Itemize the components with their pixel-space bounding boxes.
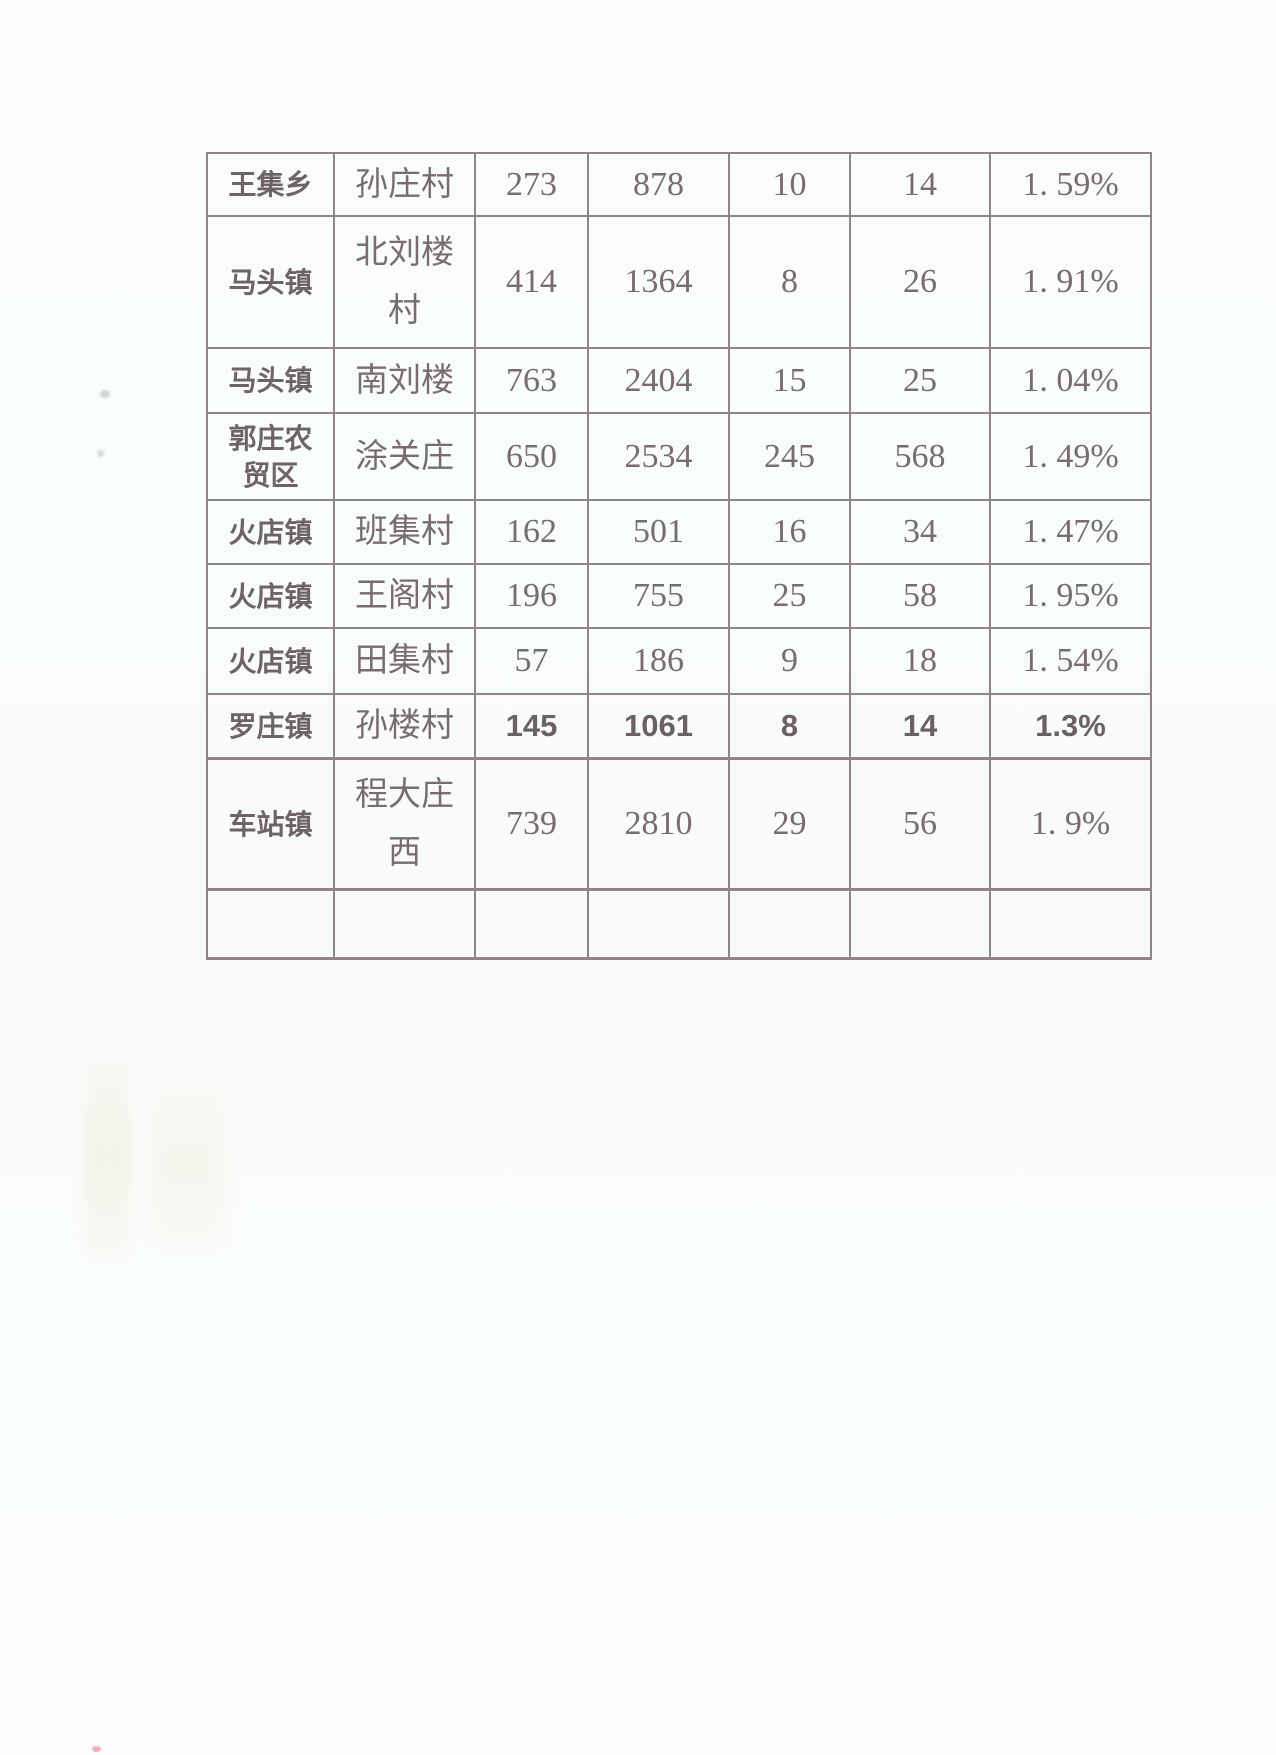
value-cell <box>474 888 589 960</box>
scan-artifact <box>97 450 104 457</box>
value-cell: 26 <box>849 215 991 349</box>
value-cell: 10 <box>728 152 851 217</box>
value-cell: 763 <box>474 347 589 414</box>
value-cell: 414 <box>474 215 589 349</box>
value-cell: 273 <box>474 152 589 217</box>
value-cell: 29 <box>728 757 851 891</box>
value-cell <box>587 888 730 960</box>
value-cell: 739 <box>474 757 589 891</box>
value-cell: 568 <box>849 412 991 501</box>
value-cell: 9 <box>728 627 851 695</box>
value-cell: 57 <box>474 627 589 695</box>
township-cell: 马头镇 <box>206 347 335 414</box>
township-cell: 车站镇 <box>206 757 335 891</box>
value-cell: 2810 <box>587 757 730 891</box>
percent-cell: 1. 04% <box>989 347 1152 414</box>
township-cell: 马头镇 <box>206 215 335 349</box>
percent-cell: 1. 47% <box>989 499 1152 565</box>
percent-cell: 1.3% <box>989 693 1152 760</box>
value-cell: 34 <box>849 499 991 565</box>
percent-cell: 1. 59% <box>989 152 1152 217</box>
township-cell: 火店镇 <box>206 563 335 629</box>
value-cell: 25 <box>849 347 991 414</box>
value-cell: 15 <box>728 347 851 414</box>
township-cell: 火店镇 <box>206 499 335 565</box>
data-table: 王集乡 孙庄村 273 878 10 14 1. 59% 马头镇 北刘楼村 41… <box>206 152 1152 960</box>
value-cell: 2404 <box>587 347 730 414</box>
value-cell: 1364 <box>587 215 730 349</box>
village-cell: 程大庄西 <box>333 757 476 891</box>
value-cell: 18 <box>849 627 991 695</box>
value-cell: 2534 <box>587 412 730 501</box>
value-cell: 501 <box>587 499 730 565</box>
value-cell: 14 <box>849 152 991 217</box>
village-cell: 南刘楼 <box>333 347 476 414</box>
value-cell: 14 <box>849 693 991 760</box>
percent-cell: 1. 49% <box>989 412 1152 501</box>
value-cell: 8 <box>728 215 851 349</box>
percent-cell: 1. 95% <box>989 563 1152 629</box>
village-cell <box>333 888 476 960</box>
value-cell: 650 <box>474 412 589 501</box>
percent-cell: 1. 54% <box>989 627 1152 695</box>
value-cell: 186 <box>587 627 730 695</box>
village-cell: 涂关庄 <box>333 412 476 501</box>
table-row <box>206 888 1152 960</box>
table-row: 马头镇 北刘楼村 414 1364 8 26 1. 91% <box>206 215 1152 349</box>
table-row: 郭庄农贸区 涂关庄 650 2534 245 568 1. 49% <box>206 412 1152 501</box>
village-cell: 王阁村 <box>333 563 476 629</box>
scan-artifact <box>150 1085 225 1245</box>
village-cell: 孙楼村 <box>333 693 476 760</box>
village-cell: 孙庄村 <box>333 152 476 217</box>
scan-artifact <box>100 390 110 398</box>
scan-artifact <box>92 1746 101 1752</box>
value-cell: 1061 <box>587 693 730 760</box>
value-cell: 25 <box>728 563 851 629</box>
table-row: 车站镇 程大庄西 739 2810 29 56 1. 9% <box>206 757 1152 891</box>
value-cell: 878 <box>587 152 730 217</box>
value-cell: 8 <box>728 693 851 760</box>
table-row: 王集乡 孙庄村 273 878 10 14 1. 59% <box>206 152 1152 217</box>
value-cell: 58 <box>849 563 991 629</box>
percent-cell: 1. 91% <box>989 215 1152 349</box>
value-cell: 56 <box>849 757 991 891</box>
table-row: 罗庄镇 孙楼村 145 1061 8 14 1.3% <box>206 693 1152 760</box>
township-cell: 火店镇 <box>206 627 335 695</box>
township-cell <box>206 888 335 960</box>
township-cell: 郭庄农贸区 <box>206 412 335 501</box>
township-cell: 王集乡 <box>206 152 335 217</box>
scan-artifact <box>85 1060 130 1255</box>
table-row: 火店镇 田集村 57 186 9 18 1. 54% <box>206 627 1152 695</box>
value-cell: 196 <box>474 563 589 629</box>
value-cell <box>849 888 991 960</box>
percent-cell <box>989 888 1152 960</box>
township-cell: 罗庄镇 <box>206 693 335 760</box>
village-cell: 北刘楼村 <box>333 215 476 349</box>
value-cell: 16 <box>728 499 851 565</box>
value-cell: 162 <box>474 499 589 565</box>
table-row: 火店镇 班集村 162 501 16 34 1. 47% <box>206 499 1152 565</box>
value-cell <box>728 888 851 960</box>
value-cell: 145 <box>474 693 589 760</box>
table-row: 马头镇 南刘楼 763 2404 15 25 1. 04% <box>206 347 1152 414</box>
value-cell: 245 <box>728 412 851 501</box>
value-cell: 755 <box>587 563 730 629</box>
village-cell: 田集村 <box>333 627 476 695</box>
table-row: 火店镇 王阁村 196 755 25 58 1. 95% <box>206 563 1152 629</box>
percent-cell: 1. 9% <box>989 757 1152 891</box>
village-cell: 班集村 <box>333 499 476 565</box>
